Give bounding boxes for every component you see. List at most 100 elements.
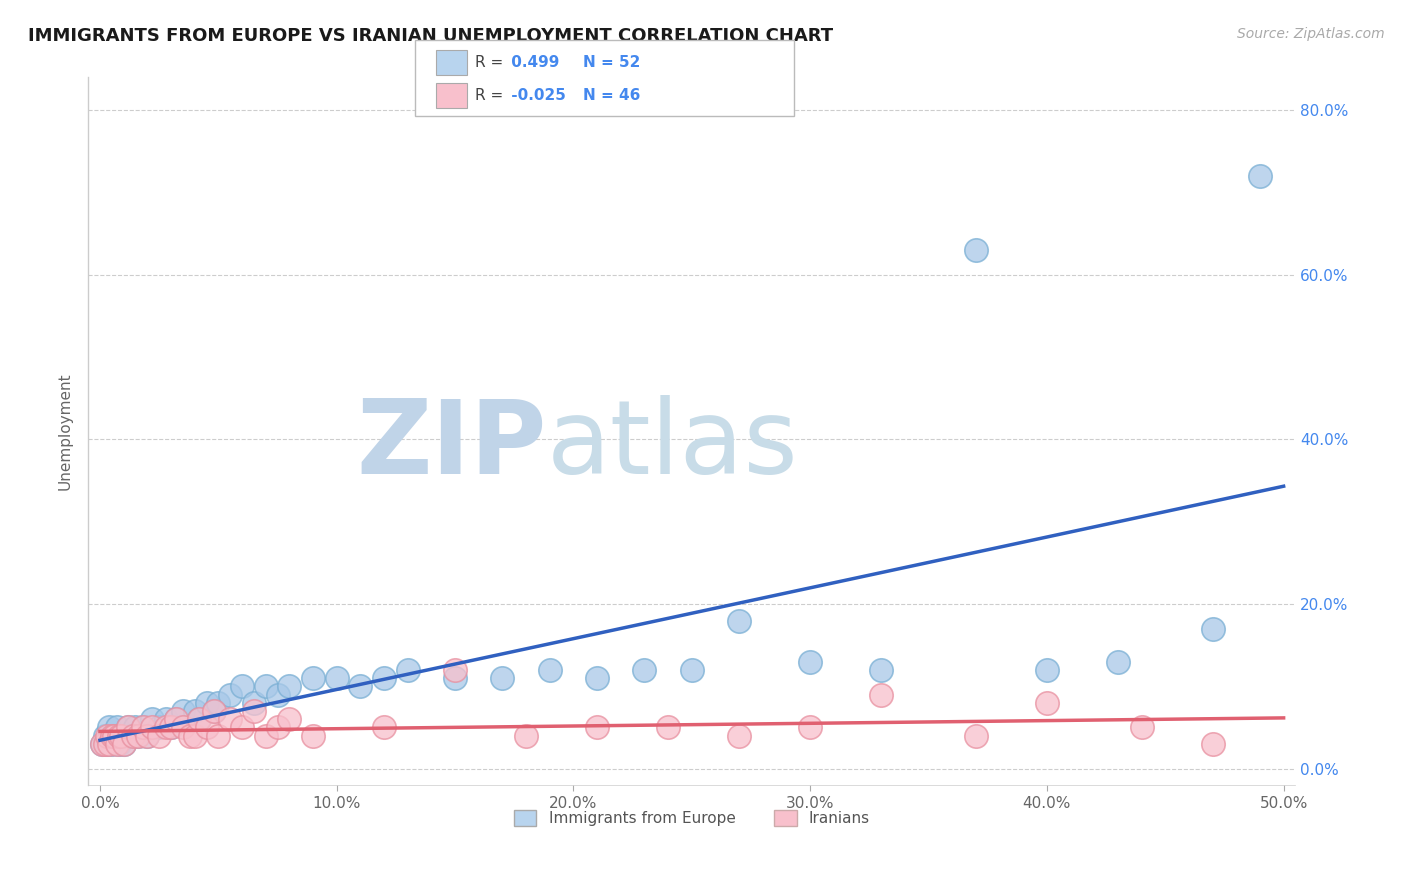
Point [1201,622,1223,636]
Point [160,721,183,735]
Point [444,663,467,677]
Point [254,679,277,693]
Point [254,729,277,743]
Point [127,729,149,743]
Point [179,729,201,743]
Point [1036,663,1059,677]
Point [155,721,177,735]
Point [202,704,225,718]
Point [266,688,288,702]
Point [136,729,159,743]
Point [515,729,537,743]
Point [110,729,132,743]
Point [870,663,893,677]
Point [101,729,124,743]
Point [965,729,987,743]
Point [657,721,679,735]
Point [141,712,163,726]
Point [183,729,205,743]
Point [219,712,242,726]
Point [98,721,121,735]
Point [172,721,194,735]
Point [93,737,115,751]
Point [728,614,751,628]
Point [131,721,153,735]
Point [444,671,467,685]
Point [965,244,987,258]
Point [183,704,205,718]
Point [231,679,253,693]
Point [108,737,131,751]
Point [278,712,301,726]
Point [302,729,325,743]
Point [728,729,751,743]
Point [124,721,146,735]
Point [1249,169,1271,184]
Point [202,704,225,718]
Point [243,704,266,718]
Point [101,737,124,751]
Point [266,721,288,735]
Point [373,671,395,685]
Point [172,704,194,718]
Point [131,721,153,735]
Point [799,655,821,669]
Point [243,696,266,710]
Text: Source: ZipAtlas.com: Source: ZipAtlas.com [1237,27,1385,41]
Point [136,729,159,743]
Point [117,721,139,735]
Point [122,729,145,743]
Point [96,737,118,751]
Point [1130,721,1153,735]
Point [195,721,218,735]
Point [105,721,128,735]
Text: N = 52: N = 52 [583,55,641,70]
Text: 0.499: 0.499 [506,55,560,70]
Point [93,729,115,743]
Point [195,696,218,710]
Point [799,721,821,735]
Y-axis label: Unemployment: Unemployment [58,373,72,490]
Point [112,737,135,751]
Point [373,721,395,735]
Point [108,729,131,743]
Text: ZIP: ZIP [357,395,547,496]
Point [349,679,371,693]
Point [110,729,132,743]
Text: atlas: atlas [547,395,799,496]
Text: R =: R = [475,88,509,103]
Point [103,729,125,743]
Point [325,671,347,685]
Point [91,737,114,751]
Point [141,721,163,735]
Legend: Immigrants from Europe, Iranians: Immigrants from Europe, Iranians [506,803,877,834]
Point [96,729,118,743]
Point [586,721,609,735]
Point [148,721,170,735]
Point [491,671,513,685]
Point [160,721,183,735]
Point [870,688,893,702]
Text: -0.025: -0.025 [506,88,567,103]
Point [148,729,170,743]
Point [207,696,229,710]
Point [278,679,301,693]
Point [98,737,121,751]
Point [1036,696,1059,710]
Point [105,737,128,751]
Text: IMMIGRANTS FROM EUROPE VS IRANIAN UNEMPLOYMENT CORRELATION CHART: IMMIGRANTS FROM EUROPE VS IRANIAN UNEMPL… [28,27,834,45]
Point [231,721,253,735]
Point [117,721,139,735]
Point [91,737,114,751]
Point [188,712,211,726]
Point [1201,737,1223,751]
Point [1107,655,1129,669]
Point [302,671,325,685]
Point [207,729,229,743]
Point [127,729,149,743]
Point [120,729,142,743]
Point [538,663,561,677]
Text: R =: R = [475,55,509,70]
Point [165,712,187,726]
Text: N = 46: N = 46 [583,88,641,103]
